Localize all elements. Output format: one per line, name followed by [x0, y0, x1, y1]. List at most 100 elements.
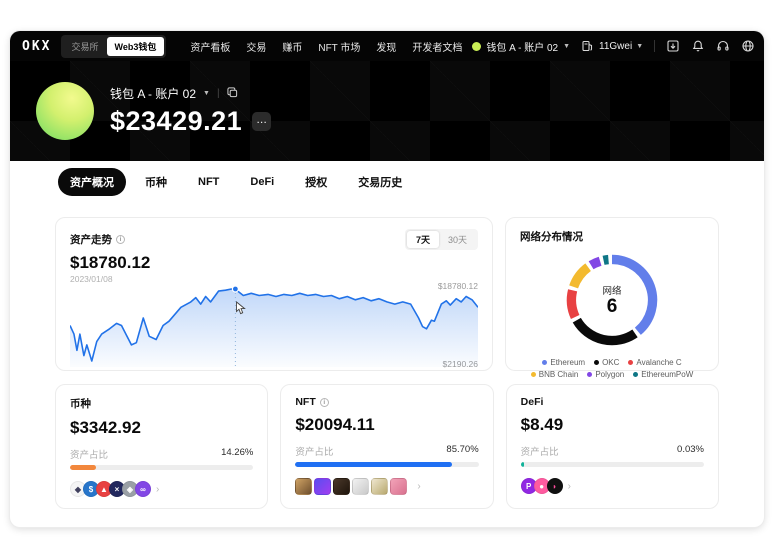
- nft-card-value: $20094.11: [295, 415, 375, 434]
- product-toggle: 交易所 Web3钱包: [61, 34, 167, 58]
- donut-segment-okc[interactable]: [572, 317, 638, 346]
- legend-dot: [628, 360, 634, 365]
- donut-center-value: 6: [606, 296, 618, 318]
- defi-icon-row: P ● ◗ ›: [520, 478, 704, 494]
- gas-price-value: 11Gwei: [599, 40, 633, 52]
- nav-item-earn[interactable]: 赚币: [282, 42, 303, 54]
- donut-segment-bnb-chain[interactable]: [569, 263, 592, 289]
- expand-chevron-icon[interactable]: ›: [567, 480, 571, 492]
- okx-logo: OKX: [22, 38, 52, 54]
- legend-dot: [594, 360, 600, 365]
- toggle-exchange[interactable]: 交易所: [71, 41, 99, 52]
- progress-bar: [520, 462, 704, 467]
- trend-card-title: 资产走势 i: [70, 232, 125, 247]
- globe-icon[interactable]: [741, 39, 755, 53]
- asset-trend-card: 资产走势 i 7天 30天 $18780.12 2023/01/08 $1878…: [55, 217, 493, 371]
- nft-thumb: [295, 478, 313, 495]
- polygon-coin: ∞: [135, 481, 151, 497]
- coin-icon-row: ◆ $ ▲ × ◈ ∞ ›: [70, 481, 253, 497]
- wallet-avatar[interactable]: [36, 82, 94, 140]
- gas-pump-icon: [581, 39, 595, 53]
- expand-chevron-icon[interactable]: ›: [417, 481, 421, 492]
- range-30d-button[interactable]: 30天: [447, 235, 467, 245]
- legend-item-okc: OKC: [594, 358, 619, 367]
- nav-item-dev-docs[interactable]: 开发者文档: [412, 42, 463, 54]
- nft-thumb: [371, 478, 389, 495]
- info-icon[interactable]: i: [116, 235, 125, 244]
- info-icon[interactable]: i: [319, 397, 329, 407]
- navbar-right: 钱包 A - 账户 02 ▼ 11Gwei ▼: [472, 39, 755, 54]
- nav-item-assets-board[interactable]: 资产看板: [190, 42, 231, 54]
- defi-card-value: $8.49: [520, 415, 564, 434]
- nft-summary-card[interactable]: NFT i $20094.11 资产占比 85.70% ›: [280, 384, 494, 509]
- donut-segment-polygon[interactable]: [588, 256, 602, 270]
- nav-item-discover[interactable]: 发现: [376, 42, 397, 54]
- ratio-percent: 14.26%: [221, 447, 254, 458]
- chevron-down-icon: ▼: [636, 42, 644, 50]
- copy-address-icon[interactable]: [226, 86, 238, 101]
- legend-dot: [530, 372, 536, 377]
- range-7d-button[interactable]: 7天: [406, 231, 439, 248]
- divider: [654, 40, 656, 52]
- headset-icon[interactable]: [716, 39, 730, 53]
- main-content: 资产走势 i 7天 30天 $18780.12 2023/01/08 $1878…: [10, 203, 764, 509]
- nav-menu: 资产看板 交易 赚币 NFT 市场 发现 开发者文档: [190, 39, 462, 54]
- donut-segment-ethereum[interactable]: [611, 254, 658, 335]
- network-distribution-card: 网络分布情况 网络 6 Ethereum OKC Avalanche C BNB Ch…: [505, 217, 719, 379]
- total-balance: $23429.21: [110, 106, 243, 136]
- more-actions-button[interactable]: …: [252, 112, 272, 131]
- donut-segment-avalanche-c[interactable]: [566, 289, 580, 319]
- tab-defi[interactable]: DeFi: [250, 176, 275, 188]
- app-window: OKX 交易所 Web3钱包 资产看板 交易 赚币 NFT 市场 发现 开发者文…: [10, 31, 764, 527]
- tab-approvals[interactable]: 授权: [305, 177, 328, 189]
- nav-item-trade[interactable]: 交易: [246, 42, 267, 54]
- top-navbar: OKX 交易所 Web3钱包 资产看板 交易 赚币 NFT 市场 发现 开发者文…: [10, 31, 764, 61]
- chevron-down-icon[interactable]: ▼: [203, 90, 210, 97]
- legend-dot: [633, 372, 639, 377]
- coins-summary-card[interactable]: 币种 $3342.92 资产占比 14.26% ◆ $ ▲ × ◈ ∞ ›: [55, 384, 269, 509]
- nav-item-nft-market[interactable]: NFT 市场: [318, 42, 361, 54]
- wallet-hero: 钱包 A - 账户 02 ▼ | $23429.21 …: [10, 61, 764, 161]
- tab-asset-overview[interactable]: 资产概况: [58, 168, 126, 196]
- tab-nft[interactable]: NFT: [198, 176, 220, 188]
- ratio-percent: 85.70%: [446, 444, 479, 455]
- account-selector[interactable]: 钱包 A - 账户 02 ▼: [472, 39, 570, 54]
- ratio-label: 资产占比: [520, 447, 559, 458]
- donut-segment-ethereumpow[interactable]: [602, 254, 609, 265]
- defi-summary-card[interactable]: DeFi $8.49 资产占比 0.03% P ● ◗ ›: [505, 384, 719, 509]
- download-icon[interactable]: [666, 39, 680, 53]
- trend-plot: [70, 285, 478, 367]
- progress-bar: [295, 462, 479, 467]
- network-card-title: 网络分布情况: [520, 231, 583, 243]
- legend-dot: [542, 360, 548, 365]
- nft-thumb: [333, 478, 351, 495]
- tab-history[interactable]: 交易历史: [358, 177, 403, 189]
- coins-card-value: $3342.92: [70, 418, 141, 437]
- account-name: 钱包 A - 账户 02: [486, 42, 559, 54]
- toggle-web3-wallet[interactable]: Web3钱包: [106, 36, 165, 56]
- legend-item-polygon: Polygon: [587, 370, 624, 379]
- ratio-percent: 0.03%: [677, 444, 704, 455]
- nft-thumb: [352, 478, 370, 495]
- range-toggle: 7天 30天: [404, 229, 478, 250]
- legend-item-ethereum: Ethereum: [542, 358, 585, 367]
- tab-coins[interactable]: 币种: [145, 177, 167, 189]
- nft-thumb: [314, 478, 332, 495]
- gas-price-selector[interactable]: 11Gwei ▼: [581, 39, 643, 53]
- asset-tabs: 资产概况 币种 NFT DeFi 授权 交易历史: [10, 161, 764, 203]
- ratio-label: 资产占比: [295, 447, 334, 458]
- chevron-down-icon: ▼: [563, 42, 571, 50]
- ratio-label: 资产占比: [70, 450, 109, 461]
- legend-dot: [587, 372, 593, 377]
- network-donut-chart[interactable]: 网络 6: [557, 248, 667, 352]
- network-legend: Ethereum OKC Avalanche C BNB Chain Polygon Et…: [520, 358, 704, 379]
- wallet-name[interactable]: 钱包 A - 账户 02: [110, 87, 197, 101]
- chart-max-label: $18780.12: [437, 281, 478, 291]
- progress-bar: [70, 465, 254, 470]
- trend-line-chart[interactable]: $18780.12 $2190.26: [70, 281, 478, 369]
- bell-icon[interactable]: [691, 39, 705, 53]
- expand-chevron-icon[interactable]: ›: [156, 483, 160, 495]
- nft-icon-row: ›: [295, 478, 478, 495]
- divider: |: [216, 88, 220, 99]
- black-pink-coin: ◗: [546, 478, 563, 494]
